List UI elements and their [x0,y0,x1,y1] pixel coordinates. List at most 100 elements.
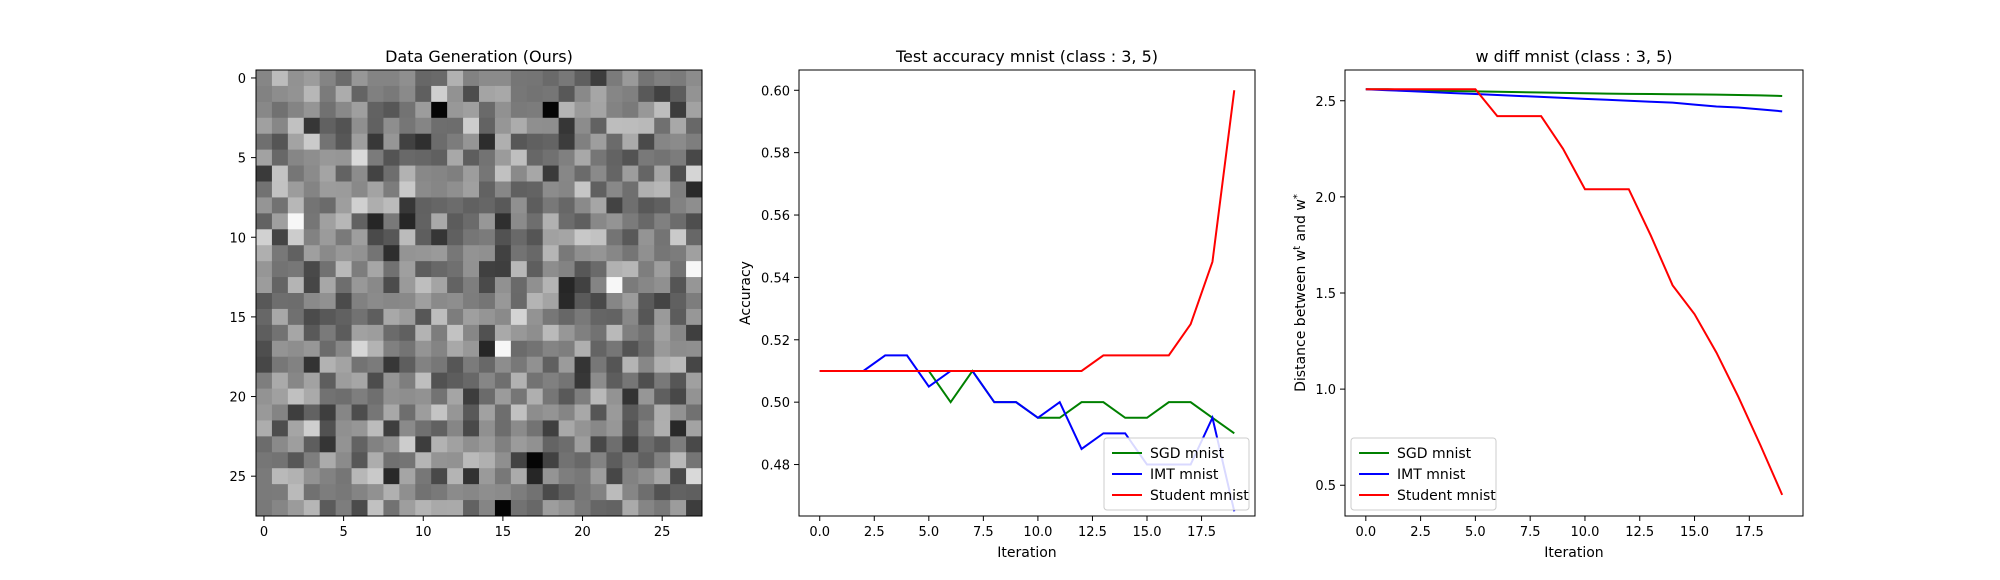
heatmap-cell [638,101,655,119]
heatmap-cell [510,181,528,198]
heatmap-cell [287,85,305,103]
heatmap-cell [542,165,560,182]
heatmap-cell [367,293,384,310]
heatmap-cell [622,452,639,469]
heatmap-cell [351,117,368,135]
heatmap-cell [494,436,512,453]
heatmap-cell [574,308,591,326]
heatmap-cell [335,420,353,437]
heatmap-cell [574,165,591,182]
heatmap-cell [399,277,416,294]
legend-label: Student mnist [1150,488,1249,504]
heatmap-cell [415,500,432,517]
heatmap-cell [447,420,464,437]
heatmap-cell [256,261,273,278]
heatmap-cell [319,85,337,103]
heatmap-cell [654,133,671,151]
heatmap-cell [654,388,671,405]
heatmap-cell [303,452,321,469]
heatmap-cell [574,117,591,135]
heatmap-cell [510,165,528,182]
heatmap-cell [335,133,353,151]
heatmap-cell [447,324,464,342]
heatmap-cell [256,324,273,342]
heatmap-cell [558,293,576,310]
y-tick-label: 0.60 [761,84,790,99]
heatmap-cell [494,356,512,374]
heatmap-cell [351,70,368,87]
heatmap-cell [431,372,448,390]
heatmap-cell [431,277,448,294]
heatmap-cell [319,404,337,421]
heatmap-cell [606,500,623,517]
heatmap-cell [447,213,464,230]
heatmap-cell [606,229,623,246]
heatmap-cell [526,500,544,517]
heatmap-cell [670,293,687,310]
heatmap-cell [526,324,544,342]
heatmap-cell [351,261,368,278]
heatmap-cell [670,420,687,437]
heatmap-cell [622,340,639,358]
heatmap-cell [638,213,655,230]
heatmap-cell [431,245,448,262]
heatmap-cell [367,484,384,501]
heatmap-cell [383,436,400,453]
heatmap-cell [638,261,655,278]
heatmap-cell [622,404,639,421]
heatmap-cell [654,117,671,135]
heatmap-cell [606,404,623,421]
heatmap-cell [686,308,703,326]
heatmap-cell [383,117,400,135]
heatmap-cell [622,229,639,246]
heatmap-cell [399,70,416,87]
heatmap-cell [447,484,464,501]
heatmap-cell [303,388,321,405]
heatmap-cell [303,165,321,182]
heatmap-cell [686,165,703,182]
heatmap-cell [606,340,623,358]
heatmap-cell [510,229,528,246]
heatmap-cell [256,197,273,214]
wdiff-panel: w diff mnist (class : 3, 5) 0.0 2.5 5.0 7.5… [1292,47,1804,561]
heatmap-cell [303,70,321,87]
heatmap-cell [367,277,384,294]
heatmap-cell [622,133,639,151]
heatmap-cell [271,149,289,167]
heatmap-cell [479,85,496,103]
heatmap-cell [686,293,703,310]
heatmap-cell [622,197,639,214]
heatmap-cell [399,500,416,517]
heatmap-cell [415,181,432,198]
heatmap-cell [574,484,591,501]
heatmap-cell [638,149,655,167]
heatmap-cell [494,181,512,198]
heatmap-cell [526,388,544,405]
heatmap-cell [383,85,400,103]
heatmap-cell [638,452,655,469]
heatmap-cell [510,500,528,517]
heatmap-cell [622,436,639,453]
heatmap-cell [256,500,273,517]
heatmap-cell [558,420,576,437]
heatmap-cell [494,484,512,501]
heatmap-cell [494,101,512,119]
heatmap-cell [415,277,432,294]
heatmap-cell [526,197,544,214]
heatmap-cell [494,117,512,135]
heatmap-cell [256,85,273,103]
heatmap-cell [510,404,528,421]
heatmap-cell [686,101,703,119]
heatmap-cell [670,85,687,103]
legend-label: IMT mnist [1150,467,1219,483]
legend-label: SGD mnist [1150,446,1225,462]
heatmap-cell [654,101,671,119]
heatmap-cell [287,484,305,501]
heatmap-cell [463,70,480,87]
heatmap-cell [303,85,321,103]
heatmap-cell [351,356,368,374]
heatmap-cell [415,229,432,246]
heatmap-cell [590,500,607,517]
heatmap-cell [526,468,544,485]
heatmap-cell [590,340,607,358]
